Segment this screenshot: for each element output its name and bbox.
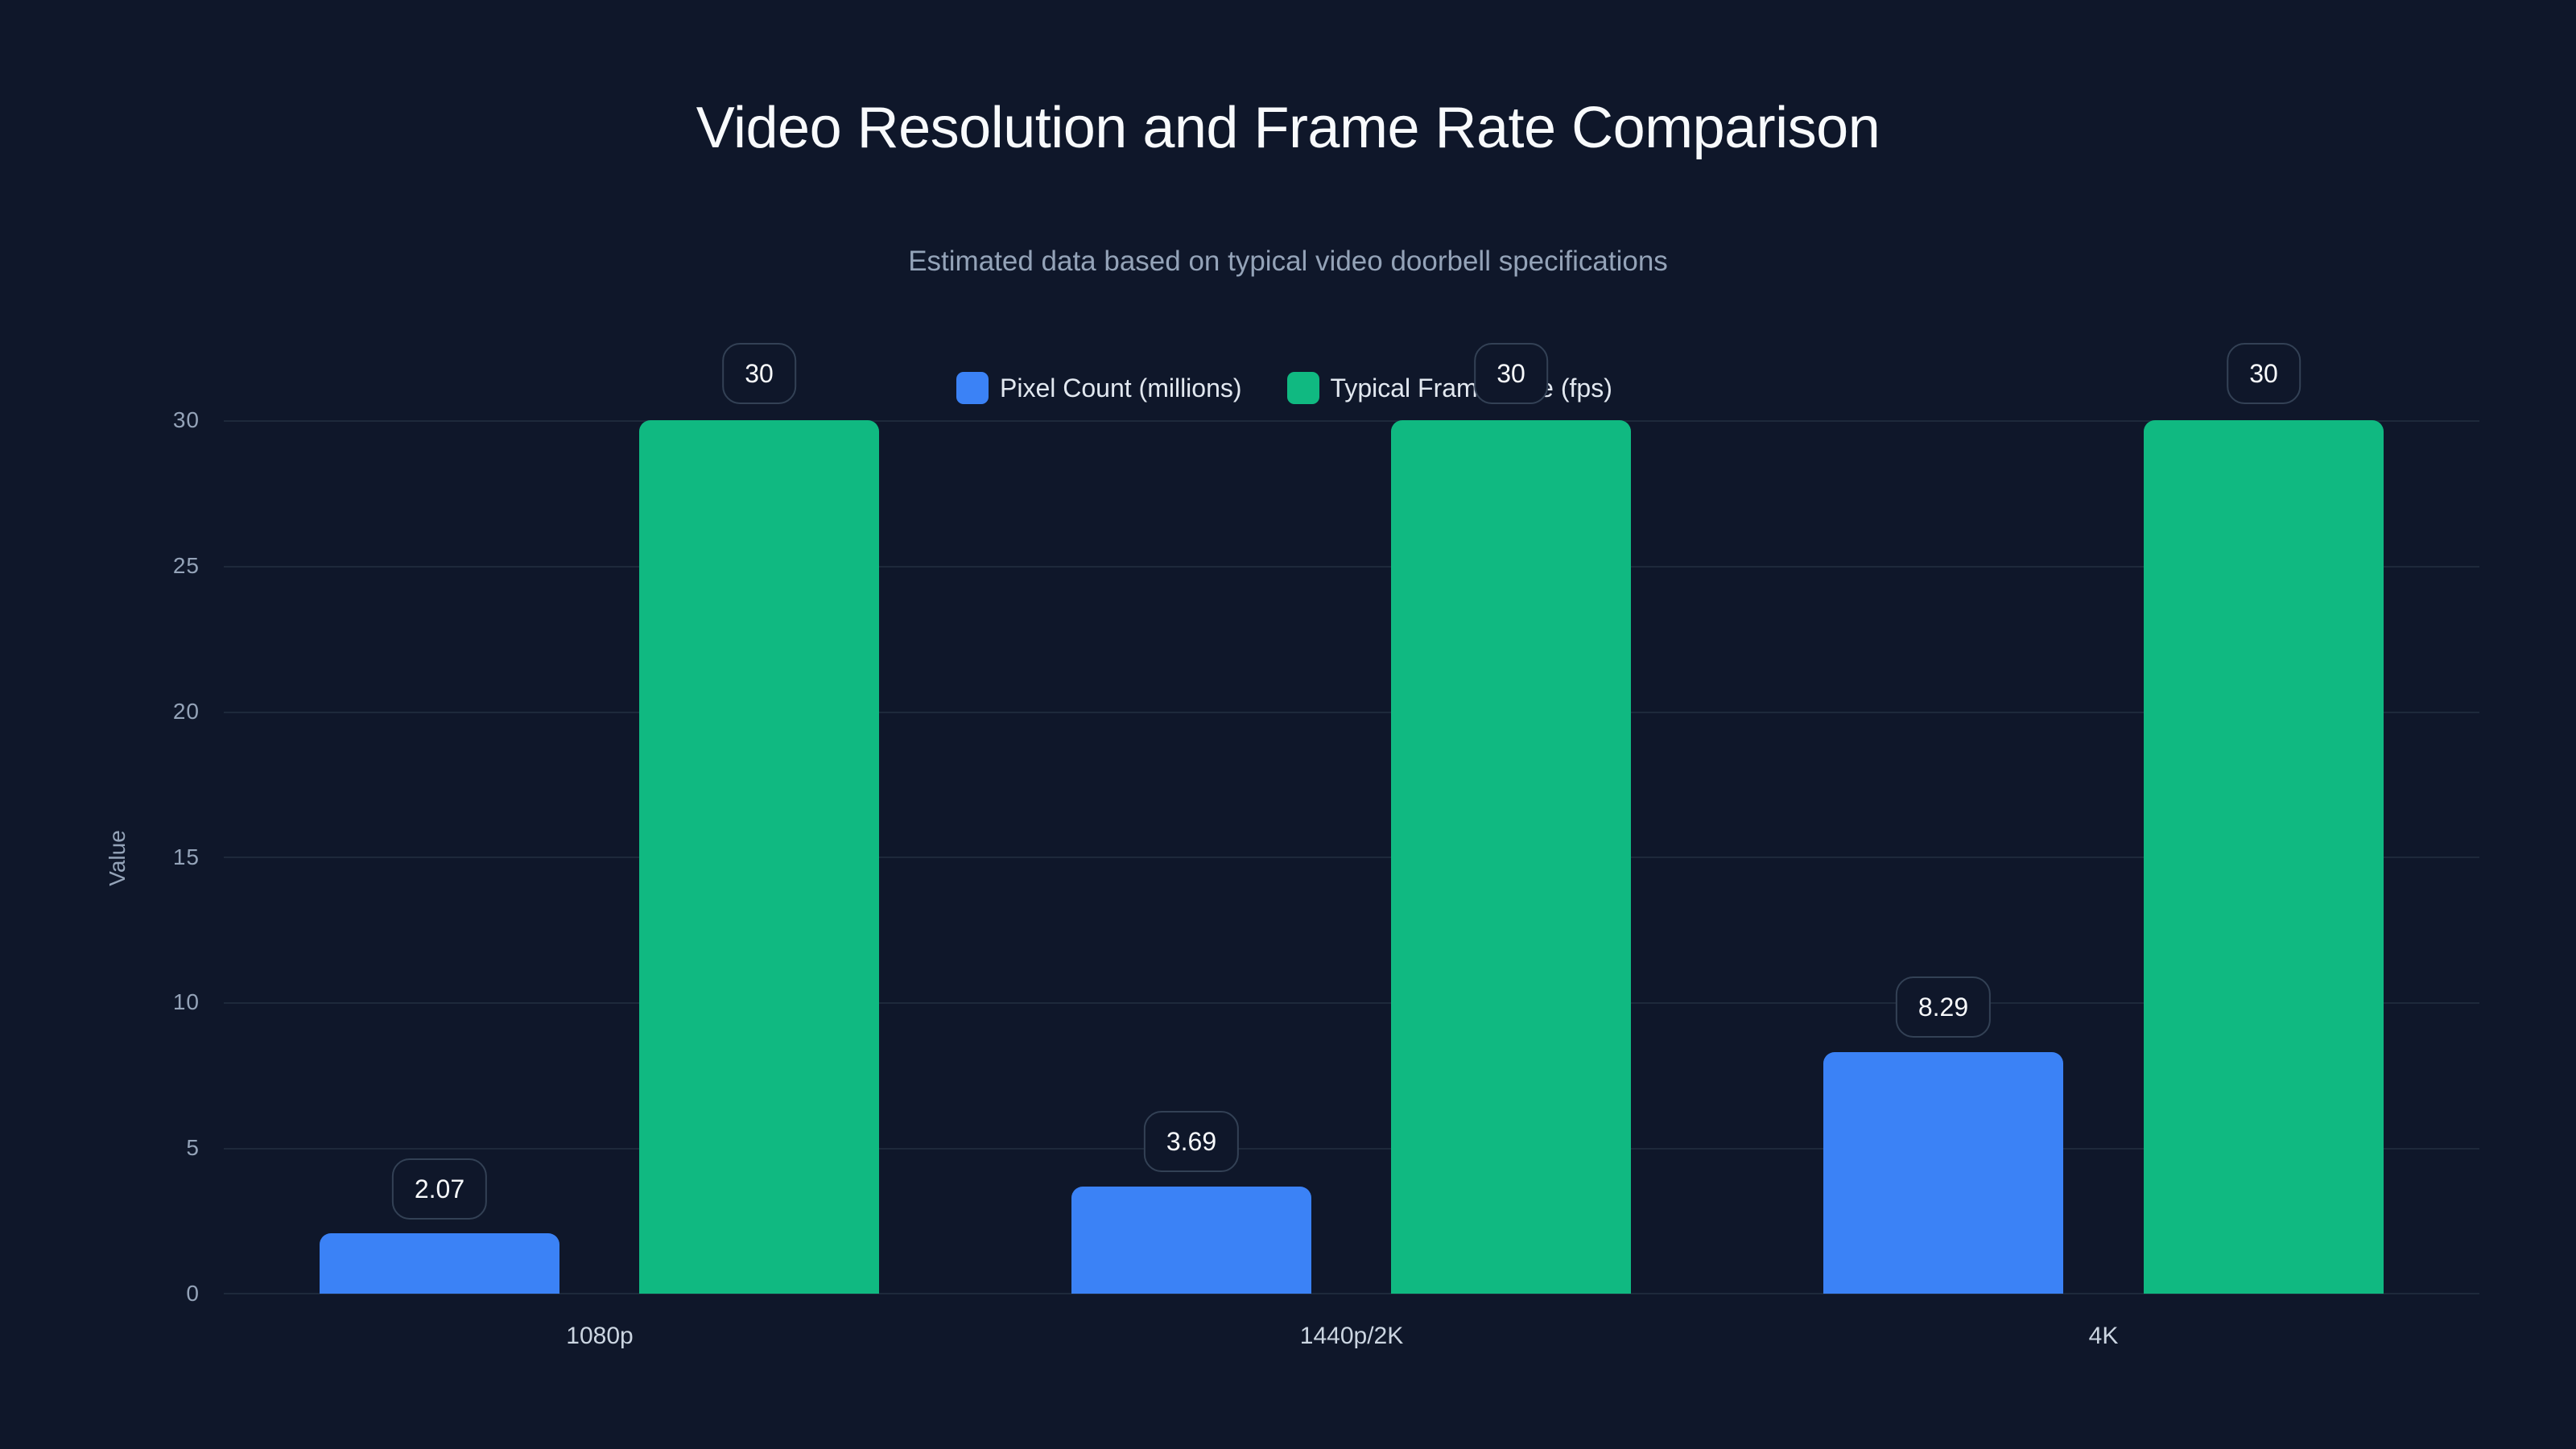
bar-1080p-pixel-count[interactable] bbox=[320, 1233, 559, 1294]
legend-label: Pixel Count (millions) bbox=[1000, 373, 1242, 402]
y-tick: 20 bbox=[172, 699, 200, 724]
y-tick: 0 bbox=[186, 1281, 200, 1306]
legend-item-pixel-count[interactable]: Pixel Count (millions) bbox=[956, 372, 1242, 404]
legend: Pixel Count (millions) Typical Frame Rat… bbox=[956, 372, 1657, 404]
gridline bbox=[224, 420, 2479, 422]
gridline bbox=[224, 566, 2479, 568]
chart-subtitle: Estimated data based on typical video do… bbox=[908, 246, 1668, 277]
x-tick: 1440p/2K bbox=[1299, 1323, 1404, 1349]
bar-4k-frame-rate[interactable] bbox=[2144, 420, 2384, 1294]
bar-1080p-frame-rate[interactable] bbox=[639, 420, 879, 1294]
y-axis-label: Value bbox=[105, 830, 130, 886]
bar-4k-pixel-count[interactable] bbox=[1823, 1052, 2063, 1294]
gridline bbox=[224, 1002, 2479, 1004]
data-label: 8.29 bbox=[1895, 976, 1992, 1038]
x-tick: 4K bbox=[2088, 1323, 2119, 1349]
legend-swatch-green-icon bbox=[1286, 372, 1319, 404]
y-tick: 10 bbox=[172, 989, 200, 1014]
y-tick: 25 bbox=[172, 553, 200, 578]
x-axis-baseline bbox=[224, 1293, 2479, 1294]
legend-label: Typical Frame Rate (fps) bbox=[1330, 373, 1612, 402]
data-label: 3.69 bbox=[1143, 1111, 1240, 1172]
data-label: 30 bbox=[1474, 343, 1548, 404]
data-label: 2.07 bbox=[391, 1158, 488, 1220]
plot-area bbox=[224, 420, 2479, 1294]
data-label: 30 bbox=[722, 343, 796, 404]
bar-1440p-frame-rate[interactable] bbox=[1391, 420, 1631, 1294]
gridline bbox=[224, 712, 2479, 713]
data-label: 30 bbox=[2227, 343, 2301, 404]
gridline bbox=[224, 857, 2479, 858]
legend-swatch-blue-icon bbox=[956, 372, 989, 404]
chart-title: Video Resolution and Frame Rate Comparis… bbox=[696, 96, 1880, 160]
y-tick: 5 bbox=[186, 1135, 200, 1160]
gridline bbox=[224, 1148, 2479, 1150]
bar-1440p-pixel-count[interactable] bbox=[1071, 1187, 1311, 1294]
x-tick: 1080p bbox=[566, 1323, 634, 1349]
y-tick: 30 bbox=[172, 407, 200, 432]
y-tick: 15 bbox=[172, 844, 200, 869]
legend-item-frame-rate[interactable]: Typical Frame Rate (fps) bbox=[1286, 372, 1612, 404]
